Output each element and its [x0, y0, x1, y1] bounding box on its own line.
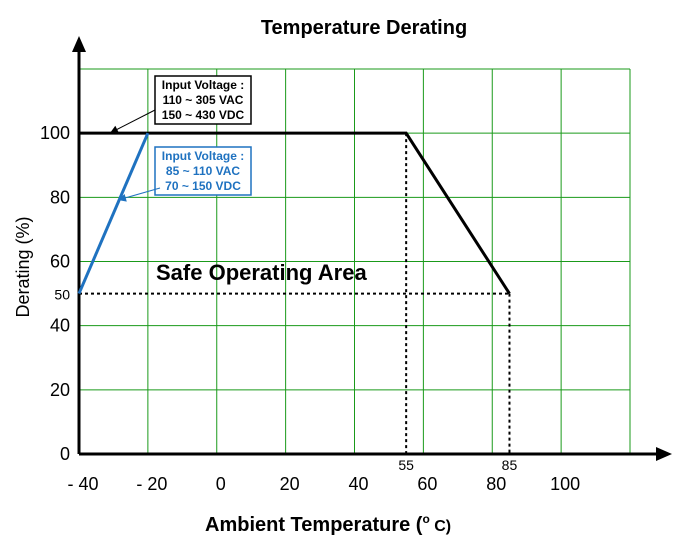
black-input-voltage-box-frame: [154, 75, 252, 125]
series-line-1: [79, 131, 511, 295]
x-axis-title: Ambient Temperature (o C): [205, 512, 451, 536]
y-axis-arrow-icon: [72, 36, 86, 52]
black-input-voltage-box-line-2: 110 ~ 305 VAC: [163, 93, 244, 107]
black-input-voltage-box-line-1: Input Voltage :: [162, 78, 244, 92]
x-tick-label: 80: [486, 474, 506, 494]
y-marker-50: 50: [54, 287, 70, 303]
y-tick-label: 20: [50, 380, 70, 400]
y-tick-label: 0: [60, 444, 70, 464]
x-marker-55: 55: [398, 457, 414, 473]
black-box-leader-shaft: [109, 109, 156, 134]
x-tick-label: 20: [280, 474, 300, 494]
safe-operating-area-label: Safe Operating Area: [156, 260, 367, 285]
x-axis-arrow-icon: [656, 447, 672, 461]
blue-box-leader: [117, 187, 161, 202]
x-marker-85: 85: [502, 457, 518, 473]
series-group: [77, 131, 511, 295]
series-line-2: [77, 132, 150, 295]
y-tick-label: 60: [50, 252, 70, 272]
y-tick-label: 40: [50, 316, 70, 336]
y-tick-label: 100: [40, 123, 70, 143]
blue-input-voltage-box-line-2: 85 ~ 110 VAC: [166, 164, 240, 178]
x-tick-label: 100: [550, 474, 580, 494]
x-tick-label: 0: [216, 474, 226, 494]
x-tick-label: 60: [417, 474, 437, 494]
tick-labels: 0 20 40 60 80 100 - 40 - 20 0 20 40 60 80 100 50 55 85: [40, 123, 580, 494]
blue-input-voltage-box-line-3: 70 ~ 150 VDC: [165, 179, 241, 193]
blue-input-voltage-box-line-1: Input Voltage :: [162, 149, 244, 163]
y-axis-title: Derating (%): [13, 216, 33, 317]
blue-input-voltage-box-frame: [154, 146, 252, 196]
reference-lines: [79, 133, 511, 454]
black-input-voltage-box-line-3: 150 ~ 430 VDC: [162, 108, 245, 122]
x-tick-label: 40: [348, 474, 368, 494]
black-box-leader-head-icon: [110, 125, 119, 133]
blue-box-leader-head-icon: [118, 193, 127, 202]
x-tick-label: - 40: [67, 474, 98, 494]
black-box-leader: [109, 109, 156, 134]
chart-axes: [72, 36, 672, 461]
y-tick-label: 80: [50, 187, 70, 207]
chart-title: Temperature Derating: [261, 17, 467, 39]
x-tick-label: - 20: [136, 474, 167, 494]
